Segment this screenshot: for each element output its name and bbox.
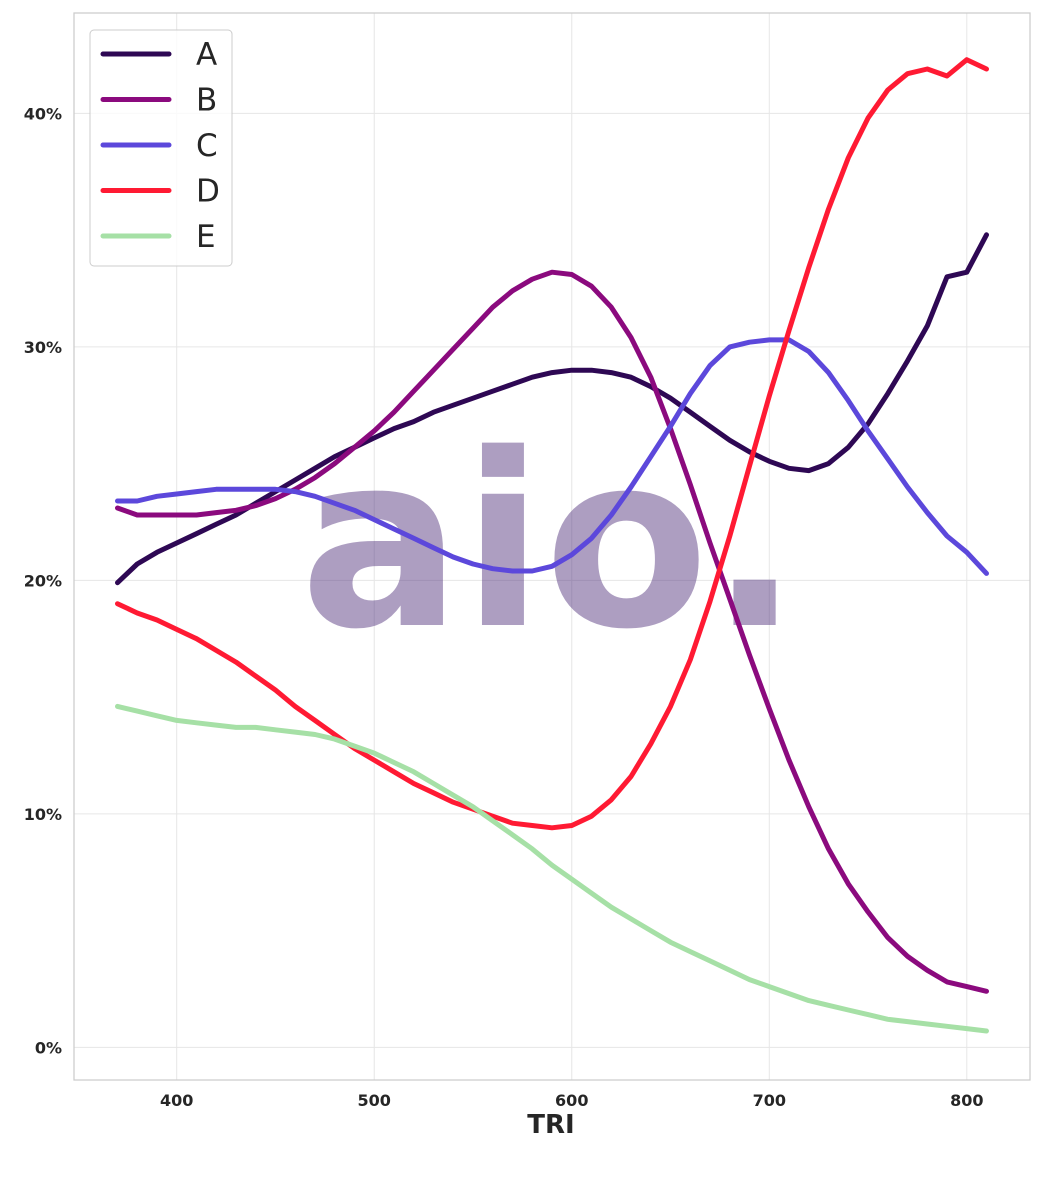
x-tick-label: 700 [753, 1091, 786, 1110]
legend-label-e: E [196, 219, 216, 255]
y-tick-label: 10% [24, 805, 62, 824]
y-tick-label: 40% [24, 104, 62, 123]
series-line-d [115, 57, 989, 831]
legend-label-d: D [196, 174, 220, 210]
series-line-c [115, 337, 989, 576]
legend-label-a: A [196, 37, 217, 73]
series-line-b [115, 269, 989, 994]
y-axis-ticks: 0% 10% 20% 30% 40% [24, 104, 62, 1057]
x-tick-label: 800 [950, 1091, 983, 1110]
series-line-e [115, 703, 989, 1034]
legend-label-b: B [196, 83, 217, 119]
watermark-text: aio. [300, 402, 800, 682]
x-axis-ticks: 400 500 600 700 800 [160, 1091, 983, 1110]
series-line-a [115, 232, 989, 586]
plot-border [73, 12, 1031, 1081]
x-tick-label: 400 [160, 1091, 193, 1110]
plot-background [74, 13, 1030, 1080]
x-tick-label: 600 [555, 1091, 588, 1110]
series-lines [115, 57, 989, 1034]
x-axis-title: TRI [527, 1110, 574, 1140]
legend-label-c: C [196, 128, 218, 164]
legend-box [89, 29, 233, 267]
x-tick-label: 500 [358, 1091, 391, 1110]
y-tick-label: 0% [35, 1038, 62, 1057]
y-tick-label: 30% [24, 338, 62, 357]
watermark: aio. [300, 402, 800, 682]
y-tick-label: 20% [24, 571, 62, 590]
